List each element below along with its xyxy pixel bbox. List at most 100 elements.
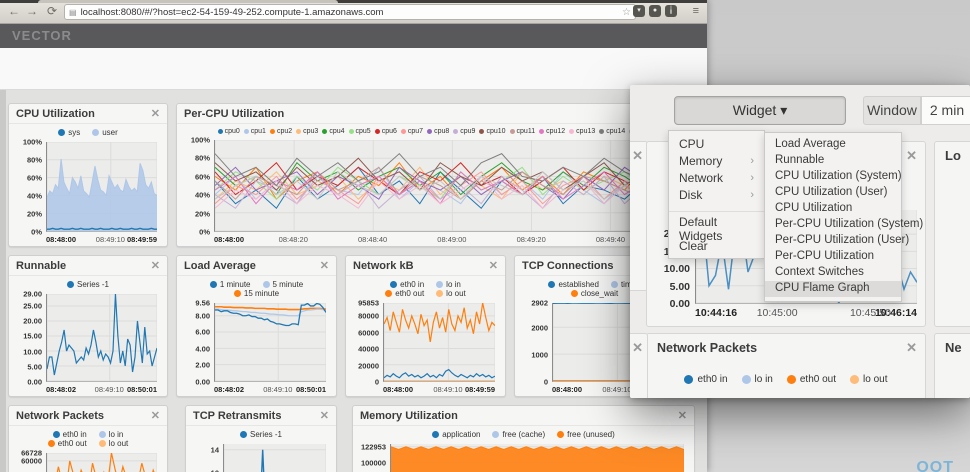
- legend-item[interactable]: cpu9: [453, 128, 475, 135]
- legend-item[interactable]: lo out: [436, 289, 466, 298]
- legend-item[interactable]: free (unused): [557, 430, 615, 439]
- reload-button[interactable]: ⟳: [46, 4, 58, 18]
- legend-dot-icon: [47, 440, 55, 447]
- widget-submenu-item[interactable]: Per-CPU Utilization (User): [775, 234, 910, 246]
- widget-submenu-item[interactable]: CPU Flame Graph: [765, 281, 901, 297]
- widget-menu-item[interactable]: Default Widgets: [679, 214, 723, 243]
- legend-item[interactable]: lo out: [850, 374, 888, 385]
- chart-plot[interactable]: [383, 303, 495, 382]
- legend-item[interactable]: cpu4: [322, 128, 345, 135]
- legend-item[interactable]: eth0 out: [47, 439, 87, 448]
- close-icon[interactable]: ✕: [632, 148, 643, 163]
- legend-item[interactable]: Series -1: [239, 430, 282, 439]
- close-icon[interactable]: ✕: [906, 340, 917, 355]
- legend-item[interactable]: eth0 in: [684, 374, 728, 385]
- close-icon[interactable]: ✕: [632, 340, 643, 355]
- y-tick-label: 60000: [21, 456, 42, 466]
- legend-item[interactable]: 1 minute: [209, 280, 251, 289]
- legend-label: cpu5: [355, 128, 371, 135]
- close-icon[interactable]: ✕: [150, 410, 160, 422]
- legend-label: Series -1: [249, 430, 282, 439]
- legend-label: cpu14: [606, 128, 626, 135]
- close-icon[interactable]: ✕: [150, 260, 160, 272]
- legend-item[interactable]: eth0 in: [52, 430, 87, 439]
- legend-item[interactable]: cpu2: [269, 128, 292, 135]
- legend-item[interactable]: eth0 out: [385, 289, 424, 298]
- widget-menu-item[interactable]: Memory ›: [679, 153, 754, 168]
- legend-dot-icon: [390, 281, 398, 288]
- widget-submenu-item[interactable]: Runnable: [775, 154, 825, 166]
- legend-item[interactable]: lo in: [741, 374, 773, 385]
- legend-item[interactable]: cpu6: [374, 128, 397, 135]
- y-tick-label: 0.00: [195, 377, 210, 387]
- legend-item[interactable]: sys: [58, 128, 80, 137]
- widget-submenu-item[interactable]: Load Average: [775, 138, 846, 150]
- extension-icon-3[interactable]: ╽: [665, 5, 677, 17]
- extension-icon-1[interactable]: ▾: [633, 5, 645, 17]
- widget-menu-item[interactable]: Disk ›: [679, 187, 754, 202]
- legend-item[interactable]: cpu3: [296, 128, 318, 135]
- x-tick-label: 08:50:01: [295, 385, 326, 394]
- legend-label: established: [558, 280, 599, 289]
- legend-dot-icon: [98, 440, 106, 447]
- browser-menu-icon[interactable]: ≡: [692, 5, 699, 17]
- legend-item[interactable]: cpu8: [427, 128, 449, 135]
- overlay-widget-dropdown-button[interactable]: Widget ▾: [674, 96, 846, 125]
- legend-item[interactable]: eth0 out: [786, 374, 836, 385]
- widget-submenu-item[interactable]: CPU Utilization (User): [775, 186, 888, 198]
- chart-plot[interactable]: [214, 140, 686, 232]
- widget-submenu-item[interactable]: Per-CPU Utilization (System): [775, 218, 924, 230]
- chart-plot[interactable]: [46, 294, 157, 382]
- legend-dot-icon: [741, 375, 751, 384]
- legend-item[interactable]: 5 minute: [262, 280, 303, 289]
- legend-dot-icon: [296, 129, 302, 134]
- widget-menu-item[interactable]: CPU: [679, 136, 705, 151]
- extension-icon-2[interactable]: ●: [649, 5, 661, 17]
- legend-item[interactable]: cpu14: [599, 128, 625, 135]
- widget-menu-item[interactable]: Clear: [679, 238, 708, 253]
- legend-item[interactable]: close_wait: [570, 289, 618, 298]
- chart-plot[interactable]: [46, 142, 157, 232]
- forward-button[interactable]: →: [26, 4, 38, 18]
- close-icon[interactable]: ✕: [677, 410, 687, 422]
- url-bar[interactable]: ▤ localhost:8080/#/?host=ec2-54-159-49-2…: [64, 4, 636, 20]
- legend-item[interactable]: lo in: [436, 280, 461, 289]
- widget-submenu-item[interactable]: CPU Utilization (System): [775, 170, 902, 182]
- legend-item[interactable]: cpu0: [217, 128, 240, 135]
- legend-item[interactable]: cpu12: [539, 128, 565, 135]
- legend-item[interactable]: Series -1: [66, 280, 109, 289]
- page-icon: ▤: [69, 7, 77, 17]
- legend-item[interactable]: 15 minute: [233, 289, 279, 298]
- legend-item[interactable]: cpu5: [348, 128, 371, 135]
- close-icon[interactable]: ✕: [319, 410, 329, 422]
- chart-plot[interactable]: [46, 453, 157, 472]
- widget-menu-item[interactable]: Network ›: [679, 170, 754, 185]
- close-icon[interactable]: ✕: [319, 260, 329, 272]
- url-text[interactable]: localhost:8080/#/?host=ec2-54-159-49-252…: [80, 6, 384, 18]
- widget-submenu-item[interactable]: Per-CPU Utilization: [775, 250, 875, 262]
- close-icon[interactable]: ✕: [906, 148, 917, 163]
- legend-item[interactable]: cpu1: [243, 128, 266, 135]
- chart-plot[interactable]: [223, 444, 326, 472]
- close-icon[interactable]: ✕: [150, 108, 160, 120]
- legend-item[interactable]: user: [92, 128, 118, 137]
- chart-plot[interactable]: [390, 444, 684, 472]
- legend-item[interactable]: application: [432, 430, 480, 439]
- legend-item[interactable]: established: [548, 280, 599, 289]
- legend-item[interactable]: cpu7: [400, 128, 423, 135]
- legend-item[interactable]: lo out: [98, 439, 128, 448]
- widget-submenu-item[interactable]: Context Switches: [775, 266, 864, 278]
- overlay-window-select[interactable]: 2 min: [921, 96, 970, 125]
- widget-submenu-item[interactable]: CPU Utilization: [775, 202, 853, 214]
- legend-item[interactable]: free (cache): [492, 430, 545, 439]
- bookmark-star-icon[interactable]: ☆: [622, 6, 631, 18]
- legend-item[interactable]: cpu10: [479, 128, 506, 135]
- legend-item[interactable]: lo in: [98, 430, 123, 439]
- close-icon[interactable]: ✕: [488, 260, 498, 272]
- legend-item[interactable]: cpu13: [569, 128, 595, 135]
- back-button[interactable]: ←: [8, 4, 20, 18]
- legend-label: cpu1: [250, 128, 266, 135]
- chart-plot[interactable]: [214, 303, 326, 382]
- legend-item[interactable]: cpu11: [509, 128, 535, 135]
- legend-item[interactable]: eth0 in: [390, 280, 424, 289]
